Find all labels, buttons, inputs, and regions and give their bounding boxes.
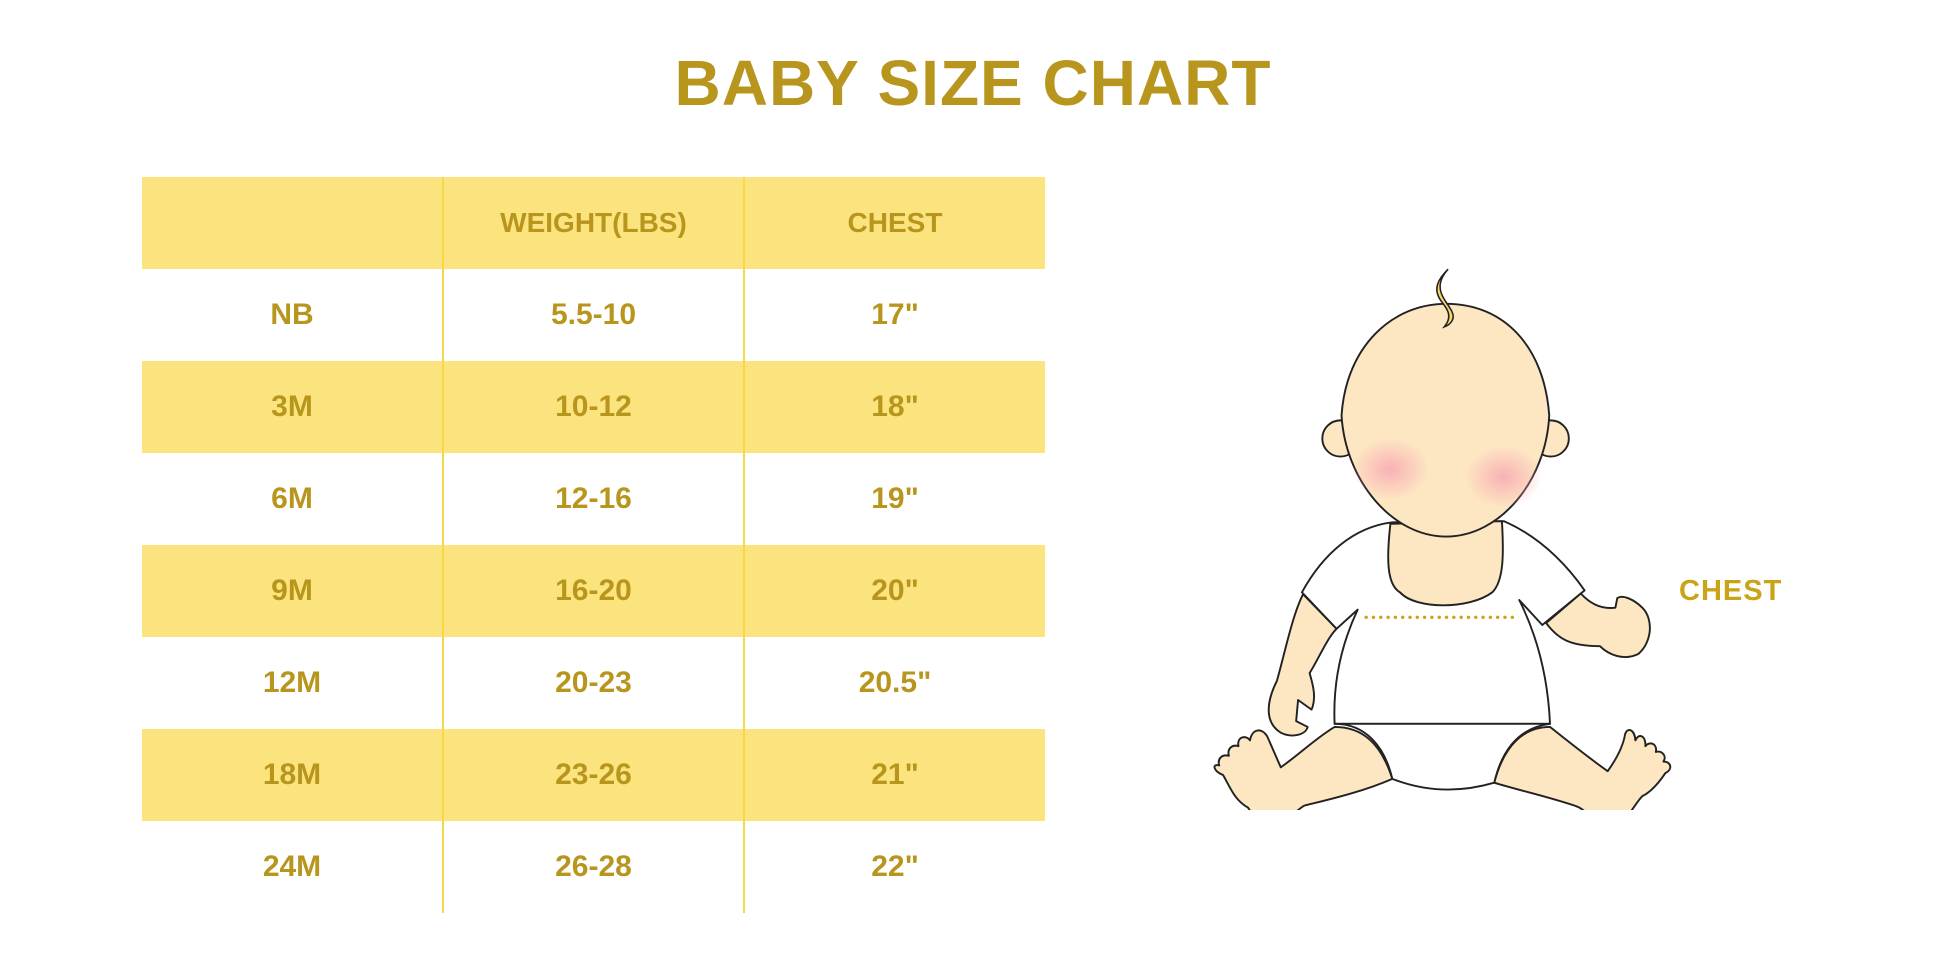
right-cheek xyxy=(1465,446,1543,508)
hair-curl xyxy=(1436,268,1454,329)
table-row: 12M 20-23 20.5" xyxy=(142,637,1045,729)
weight-cell: 20-23 xyxy=(442,637,744,729)
header-chest: CHEST xyxy=(743,177,1045,269)
neck xyxy=(1387,520,1504,607)
table-row: 6M 12-16 19" xyxy=(142,453,1045,545)
page-title: BABY SIZE CHART xyxy=(674,47,1272,119)
table-row: 18M 23-26 21" xyxy=(142,729,1045,821)
left-leg xyxy=(1213,725,1394,810)
size-cell: 12M xyxy=(262,666,322,699)
weight-cell: 26-28 xyxy=(442,821,744,913)
size-cell: 3M xyxy=(142,361,443,453)
chest-cell: 18" xyxy=(743,361,1045,453)
size-table: WEIGHT(LBS) CHEST NB 5.5-10 17" 3M 10-12 18" 6… xyxy=(142,177,1045,913)
chest-cell: 19" xyxy=(743,453,1045,545)
right-leg xyxy=(1493,725,1672,810)
size-cell: NB xyxy=(270,298,314,331)
baby-illustration xyxy=(1213,268,1672,810)
size-cell: 18M xyxy=(142,729,443,821)
weight-cell: 5.5-10 xyxy=(442,269,744,361)
right-arm xyxy=(1545,592,1651,658)
left-cheek xyxy=(1351,438,1429,500)
header-weight: WEIGHT(LBS) xyxy=(442,177,744,269)
weight-cell: 10-12 xyxy=(442,361,744,453)
chest-label: CHEST xyxy=(1679,575,1783,607)
left-arm xyxy=(1267,593,1338,737)
chest-cell: 20.5" xyxy=(743,637,1045,729)
table-row: NB 5.5-10 17" xyxy=(142,269,1045,361)
size-cell: 6M xyxy=(271,482,313,515)
size-cell: 9M xyxy=(142,545,443,637)
chest-cell: 22" xyxy=(743,821,1045,913)
chest-cell: 17" xyxy=(743,269,1045,361)
table-row: 24M 26-28 22" xyxy=(142,821,1045,913)
table-row: 3M 10-12 18" xyxy=(142,361,1045,453)
weight-cell: 12-16 xyxy=(442,453,744,545)
weight-cell: 16-20 xyxy=(442,545,744,637)
chest-cell: 21" xyxy=(743,729,1045,821)
diaper xyxy=(1333,722,1551,791)
table-row: 9M 16-20 20" xyxy=(142,545,1045,637)
table-header-row: WEIGHT(LBS) CHEST xyxy=(142,177,1045,269)
chest-cell: 20" xyxy=(743,545,1045,637)
weight-cell: 23-26 xyxy=(442,729,744,821)
size-cell: 24M xyxy=(262,850,322,883)
header-size xyxy=(142,177,443,269)
